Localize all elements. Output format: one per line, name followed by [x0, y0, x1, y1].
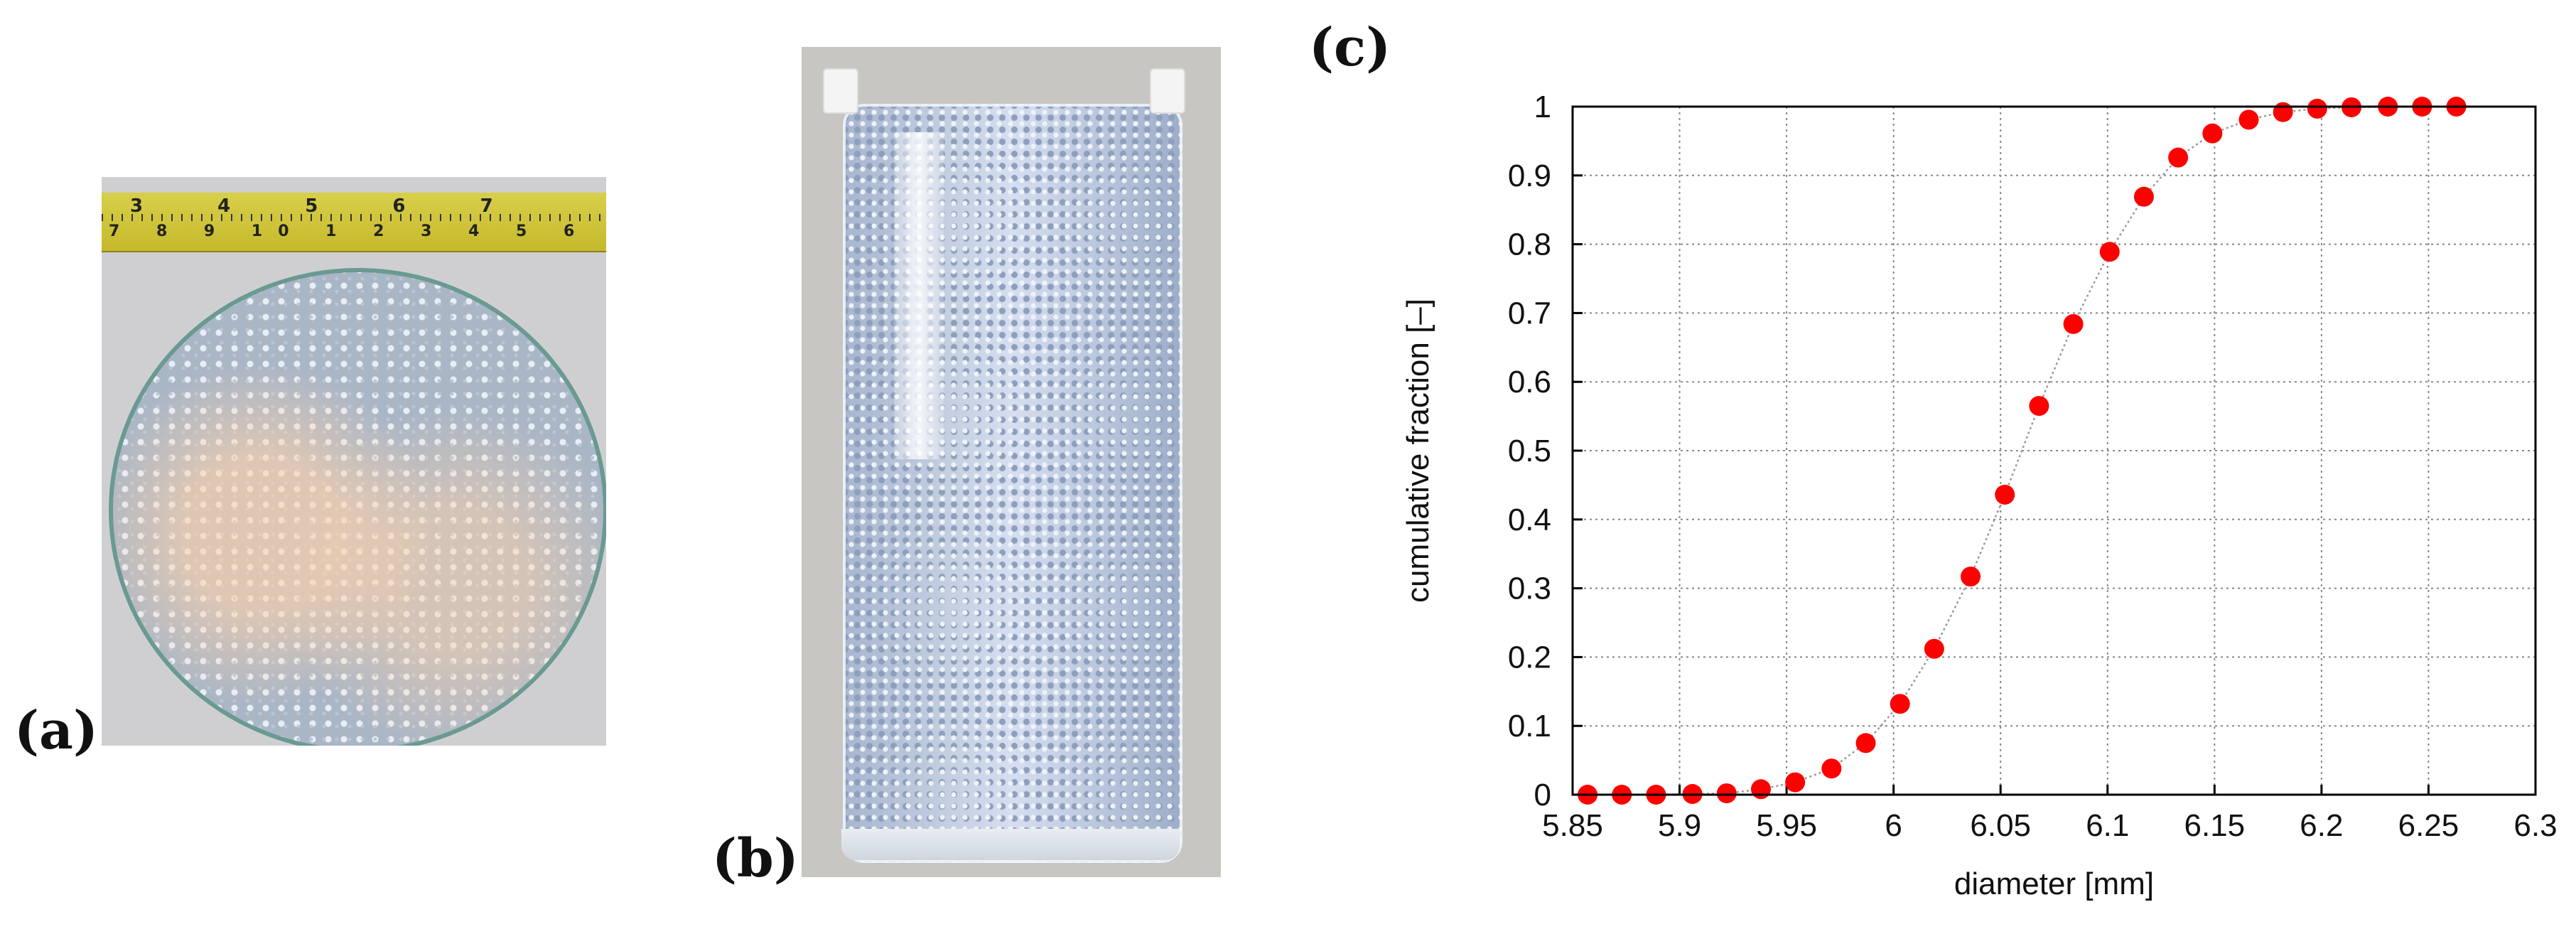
x-tick-label: 5.85	[1542, 808, 1603, 843]
series-line	[1588, 105, 2457, 796]
x-tick-label: 5.9	[1658, 808, 1701, 843]
cylinder-reflection	[894, 132, 944, 459]
data-point	[1995, 484, 2015, 505]
data-point	[2133, 186, 2154, 207]
chart-grid	[1571, 105, 2537, 796]
photo-bead-cylinder	[802, 47, 1221, 877]
y-tick-label: 0.4	[1508, 503, 1551, 537]
cylinder-cap-left	[823, 68, 858, 114]
x-tick-label: 6.05	[1970, 808, 2031, 843]
photo-petri-dish: 3 4 5 6 7 7 8 9 10 1 2 3 4 5 6 7 8 9	[102, 177, 606, 746]
panel-label-b: (b)	[712, 828, 799, 889]
data-point	[2029, 396, 2049, 417]
y-axis-label: cumulative fraction [–]	[1401, 299, 1435, 603]
plot-frame	[1571, 105, 2537, 796]
y-tick-label: 0.8	[1508, 227, 1551, 262]
x-tick-label: 6.1	[2086, 808, 2129, 843]
x-tick-label: 6.15	[2184, 808, 2246, 843]
cylinder-base	[841, 829, 1180, 860]
data-point	[2168, 147, 2189, 168]
data-point	[2099, 242, 2120, 262]
data-point	[2273, 102, 2293, 122]
data-point	[1924, 638, 1944, 659]
y-tick-label: 0.9	[1508, 159, 1551, 193]
panel-label-a: (a)	[14, 700, 98, 761]
y-tick-label: 0.2	[1508, 640, 1551, 675]
x-tick-label: 6.3	[2513, 808, 2557, 843]
panel-label-c: (c)	[1309, 17, 1391, 78]
data-point	[1855, 733, 1876, 753]
data-point	[1750, 779, 1771, 800]
x-axis-label: diameter [mm]	[1954, 866, 2154, 901]
y-tick-label: 0	[1534, 778, 1551, 812]
tape-bottom-marks: 7 8 9 10 1 2 3 4 5 6 7 8 9	[109, 222, 606, 240]
tape-top-marks: 3 4 5 6 7	[130, 195, 527, 217]
data-point	[1821, 758, 1842, 779]
x-tick-label: 5.95	[1756, 808, 1817, 843]
data-point	[1890, 694, 1910, 714]
x-tick-label: 6.25	[2398, 808, 2459, 843]
y-tick-label: 0.7	[1508, 296, 1551, 331]
x-tick-labels: 5.85 5.9 5.95 6 6.05 6.1 6.15 6.2 6.25 6.3	[1542, 808, 2557, 843]
petri-dish-beads	[109, 268, 606, 746]
measuring-tape: 3 4 5 6 7 7 8 9 10 1 2 3 4 5 6 7 8 9	[102, 193, 606, 252]
y-tick-label: 1	[1534, 90, 1551, 124]
data-point	[1716, 783, 1737, 804]
y-tick-labels: 0 0.1 0.2 0.3 0.4 0.5 0.6 0.7 0.8 0.9 1	[1508, 90, 1551, 812]
y-tick-label: 0.6	[1508, 365, 1551, 399]
data-point	[1961, 567, 1981, 587]
y-tick-label: 0.3	[1508, 571, 1551, 606]
data-point	[2238, 109, 2259, 130]
data-point	[1785, 772, 1806, 793]
y-tick-label: 0.5	[1508, 434, 1551, 468]
tape-ticks	[102, 214, 606, 221]
cylinder-cap-right	[1150, 68, 1185, 114]
x-tick-label: 6.2	[2300, 808, 2343, 843]
x-tick-label: 6	[1885, 808, 1902, 843]
data-point	[2202, 123, 2223, 144]
data-point	[2063, 313, 2084, 334]
y-tick-label: 0.1	[1508, 709, 1551, 744]
data-point	[2307, 98, 2327, 119]
